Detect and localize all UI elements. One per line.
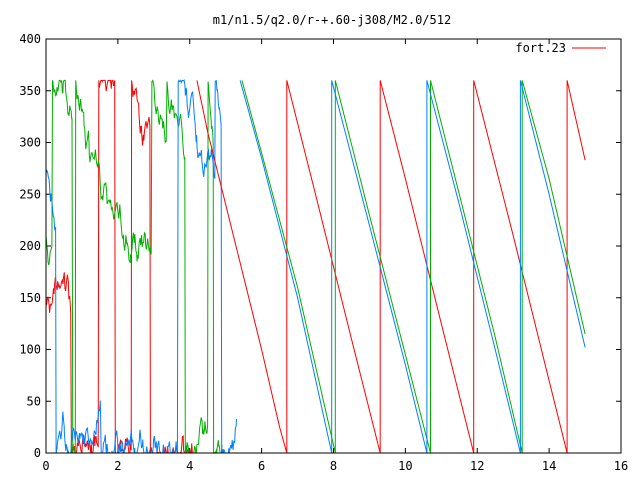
y-tick-label: 400 bbox=[19, 32, 41, 46]
x-tick-label: 14 bbox=[542, 459, 556, 473]
x-tick-label: 4 bbox=[186, 459, 193, 473]
x-tick-label: 10 bbox=[398, 459, 412, 473]
chart-title: m1/n1.5/q2.0/r-+.60-j308/M2.0/512 bbox=[213, 13, 451, 27]
y-tick-label: 50 bbox=[27, 394, 41, 408]
legend-label: fort.23 bbox=[515, 41, 566, 55]
x-tick-label: 12 bbox=[470, 459, 484, 473]
y-tick-label: 350 bbox=[19, 84, 41, 98]
y-tick-label: 250 bbox=[19, 187, 41, 201]
series-layer bbox=[196, 80, 586, 454]
y-tick-label: 0 bbox=[34, 446, 41, 460]
x-tick-label: 2 bbox=[114, 459, 121, 473]
y-axis: 0 50 100 150 200 250 300 350 400 bbox=[19, 32, 621, 460]
y-tick-label: 300 bbox=[19, 136, 41, 150]
y-tick-label: 200 bbox=[19, 239, 41, 253]
x-tick-label: 8 bbox=[330, 459, 337, 473]
x-tick-label: 16 bbox=[614, 459, 628, 473]
noisy-trace bbox=[45, 79, 196, 455]
noisy-trace bbox=[45, 79, 223, 454]
legend: fort.23 bbox=[515, 41, 606, 55]
noisy-transient-region bbox=[45, 79, 237, 455]
plot-frame bbox=[45, 38, 622, 454]
x-tick-label: 6 bbox=[258, 459, 265, 473]
y-tick-label: 150 bbox=[19, 291, 41, 305]
x-tick-label: 0 bbox=[42, 459, 49, 473]
y-tick-label: 100 bbox=[19, 343, 41, 357]
